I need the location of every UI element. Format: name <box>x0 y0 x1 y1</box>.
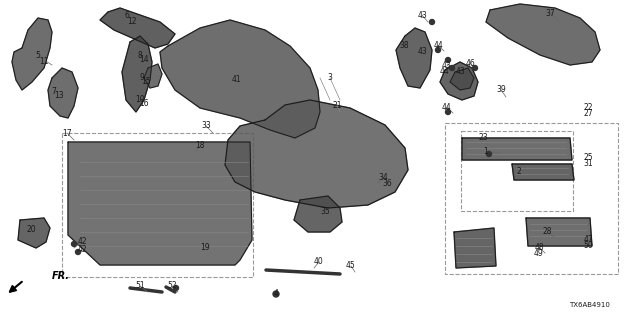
Bar <box>445 123 618 274</box>
Text: 52: 52 <box>167 282 177 291</box>
Polygon shape <box>454 228 496 268</box>
Text: 33: 33 <box>201 122 211 131</box>
Text: 2: 2 <box>516 167 522 177</box>
Text: 17: 17 <box>62 129 72 138</box>
Text: 6: 6 <box>125 12 129 20</box>
Polygon shape <box>526 218 592 246</box>
Text: 13: 13 <box>54 92 64 100</box>
Text: 44: 44 <box>433 41 443 50</box>
Text: 47: 47 <box>583 236 593 244</box>
Text: 49: 49 <box>534 249 544 258</box>
Text: 42: 42 <box>77 245 87 254</box>
Text: 1: 1 <box>484 148 488 156</box>
Text: 42: 42 <box>77 237 87 246</box>
Text: 9: 9 <box>140 73 145 82</box>
Circle shape <box>273 291 279 297</box>
Polygon shape <box>160 20 320 138</box>
Text: 43: 43 <box>455 67 465 76</box>
Text: 37: 37 <box>545 9 555 18</box>
Text: 19: 19 <box>200 243 210 252</box>
Text: 51: 51 <box>135 282 145 291</box>
Text: 20: 20 <box>26 226 36 235</box>
Text: 22: 22 <box>583 102 593 111</box>
Text: 27: 27 <box>583 108 593 117</box>
Text: 36: 36 <box>382 180 392 188</box>
Polygon shape <box>68 142 252 265</box>
Text: 43: 43 <box>442 60 452 69</box>
Circle shape <box>445 109 451 115</box>
Text: 34: 34 <box>378 172 388 181</box>
Circle shape <box>72 242 77 246</box>
Text: FR.: FR. <box>52 271 70 281</box>
Polygon shape <box>462 138 572 160</box>
Bar <box>461 131 573 211</box>
Text: 41: 41 <box>231 75 241 84</box>
Text: 23: 23 <box>478 133 488 142</box>
Text: 50: 50 <box>583 242 593 251</box>
Polygon shape <box>396 28 432 88</box>
Text: 18: 18 <box>195 141 205 150</box>
Text: 39: 39 <box>496 85 506 94</box>
Circle shape <box>449 66 454 70</box>
Polygon shape <box>18 218 50 248</box>
Polygon shape <box>486 4 600 65</box>
Circle shape <box>76 250 81 254</box>
Text: 21: 21 <box>332 100 342 109</box>
Polygon shape <box>225 100 408 208</box>
Text: 25: 25 <box>583 154 593 163</box>
Text: 12: 12 <box>127 18 137 27</box>
Text: 3: 3 <box>328 74 332 83</box>
Polygon shape <box>450 68 474 90</box>
Circle shape <box>445 58 451 62</box>
Circle shape <box>429 20 435 25</box>
Polygon shape <box>144 64 162 88</box>
Circle shape <box>486 151 492 156</box>
Bar <box>62 133 253 277</box>
Text: 31: 31 <box>583 159 593 169</box>
Polygon shape <box>100 8 175 48</box>
Text: 28: 28 <box>542 227 552 236</box>
Text: 48: 48 <box>534 243 544 252</box>
Text: 46: 46 <box>465 59 475 68</box>
Text: 14: 14 <box>139 55 149 65</box>
Circle shape <box>472 66 477 70</box>
Text: 15: 15 <box>141 77 151 86</box>
Polygon shape <box>12 18 52 90</box>
Polygon shape <box>440 62 478 100</box>
Polygon shape <box>122 36 152 112</box>
Polygon shape <box>294 196 342 232</box>
Text: 43: 43 <box>417 11 427 20</box>
Text: 16: 16 <box>139 100 149 108</box>
Text: 11: 11 <box>39 58 49 67</box>
Text: 10: 10 <box>135 94 145 103</box>
Text: 44: 44 <box>440 68 450 76</box>
Text: 8: 8 <box>138 52 142 60</box>
Text: 7: 7 <box>52 86 56 95</box>
Circle shape <box>435 47 440 52</box>
Text: 4: 4 <box>273 290 278 299</box>
Text: 40: 40 <box>314 258 324 267</box>
Polygon shape <box>48 68 78 118</box>
Text: 38: 38 <box>399 41 409 50</box>
Text: 43: 43 <box>417 47 427 57</box>
Polygon shape <box>512 164 574 180</box>
Text: 45: 45 <box>346 261 356 270</box>
Text: TX6AB4910: TX6AB4910 <box>569 302 610 308</box>
Circle shape <box>173 285 179 291</box>
Text: 5: 5 <box>36 52 40 60</box>
Text: 44: 44 <box>442 102 452 111</box>
Text: 35: 35 <box>320 206 330 215</box>
